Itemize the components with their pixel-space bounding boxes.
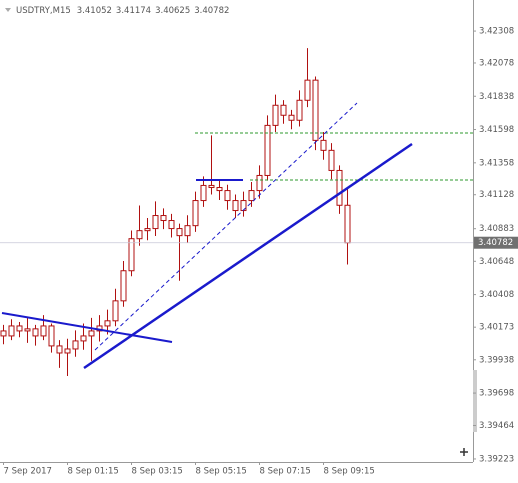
candle-body — [240, 200, 247, 212]
candle-body — [296, 99, 303, 121]
candle-body — [80, 335, 87, 342]
candle-body — [72, 340, 79, 350]
candle-body — [192, 200, 199, 227]
candle-body — [344, 204, 351, 244]
symbol: USDTRY,M15 — [16, 6, 71, 16]
y-tick-label: 3.40408 — [479, 290, 514, 300]
candle-body — [288, 114, 295, 121]
candle-body — [200, 184, 207, 202]
y-tick-label: 3.39938 — [479, 355, 514, 365]
candle-body — [48, 325, 55, 347]
candle-body — [216, 187, 223, 192]
candle-body — [64, 348, 71, 354]
candle-body — [264, 124, 271, 176]
candle-body — [144, 228, 151, 232]
ohlc-close: 3.40782 — [194, 6, 229, 16]
candle-body — [160, 215, 167, 222]
y-tick-label: 3.42078 — [479, 58, 514, 68]
candle-body — [336, 169, 343, 206]
x-tick-label: 7 Sep 2017 — [4, 467, 52, 477]
candle-body — [224, 190, 231, 202]
y-tick-label: 3.42308 — [479, 27, 514, 37]
y-tick-label: 3.39698 — [479, 389, 514, 399]
y-tick-label: 3.41838 — [479, 92, 514, 102]
candle-body — [40, 325, 47, 337]
candle-body — [32, 328, 39, 337]
chart-header: USDTRY,M15 3.41052 3.41174 3.40625 3.40782 — [16, 6, 229, 16]
candle-body — [184, 225, 191, 237]
ohlc-open: 3.41052 — [77, 6, 112, 16]
candle-body — [56, 345, 63, 354]
x-tick-label: 8 Sep 05:15 — [196, 467, 247, 477]
candle-body — [8, 325, 15, 337]
candle-body — [248, 190, 255, 202]
price-label: 3.40782 — [478, 238, 513, 248]
candle-body — [312, 79, 319, 141]
candle-body — [280, 104, 287, 116]
candle-body — [88, 330, 95, 337]
candle-body — [120, 270, 127, 302]
x-tick-label: 8 Sep 01:15 — [68, 467, 119, 477]
candle-body — [320, 139, 327, 151]
candle-body — [208, 184, 215, 189]
trend-line[interactable] — [1, 312, 173, 343]
candle-body — [104, 320, 111, 327]
x-tick-label: 8 Sep 07:15 — [260, 467, 311, 477]
candle-body — [152, 215, 159, 230]
x-tick-label: 8 Sep 09:15 — [324, 467, 375, 477]
candle-body — [232, 200, 239, 212]
candle-body — [128, 238, 135, 272]
collapse-icon[interactable] — [5, 8, 11, 12]
candle-body — [176, 228, 183, 237]
y-tick-label: 3.40173 — [479, 323, 514, 333]
candle-body — [304, 79, 311, 101]
candle-body — [168, 220, 175, 230]
candle-body — [256, 174, 263, 192]
candle-body — [16, 325, 23, 332]
price-label-box — [474, 236, 518, 249]
y-tick-label: 3.40883 — [479, 224, 514, 234]
y-tick-label: 3.41358 — [479, 158, 514, 168]
crosshair-icon[interactable] — [460, 448, 468, 456]
y-tick-label: 3.39464 — [479, 421, 514, 431]
candle-body — [272, 104, 279, 126]
y-tick-label: 3.41128 — [479, 190, 514, 200]
candle-body — [0, 330, 7, 337]
scroll-indicator — [473, 370, 477, 432]
ohlc-high: 3.41174 — [116, 6, 151, 16]
candle-body — [136, 230, 143, 240]
x-tick-label: 8 Sep 03:15 — [132, 467, 183, 477]
trend-line[interactable] — [83, 142, 413, 370]
y-tick-label: 3.39223 — [479, 454, 514, 464]
candle-body — [328, 149, 335, 171]
candle-body — [112, 300, 119, 322]
ohlc-low: 3.40625 — [155, 6, 190, 16]
y-tick-label: 3.40648 — [479, 257, 514, 267]
plot-area — [0, 48, 473, 377]
y-tick-label: 3.41598 — [479, 125, 514, 135]
candle-body — [24, 328, 31, 332]
drawings — [1, 102, 473, 370]
